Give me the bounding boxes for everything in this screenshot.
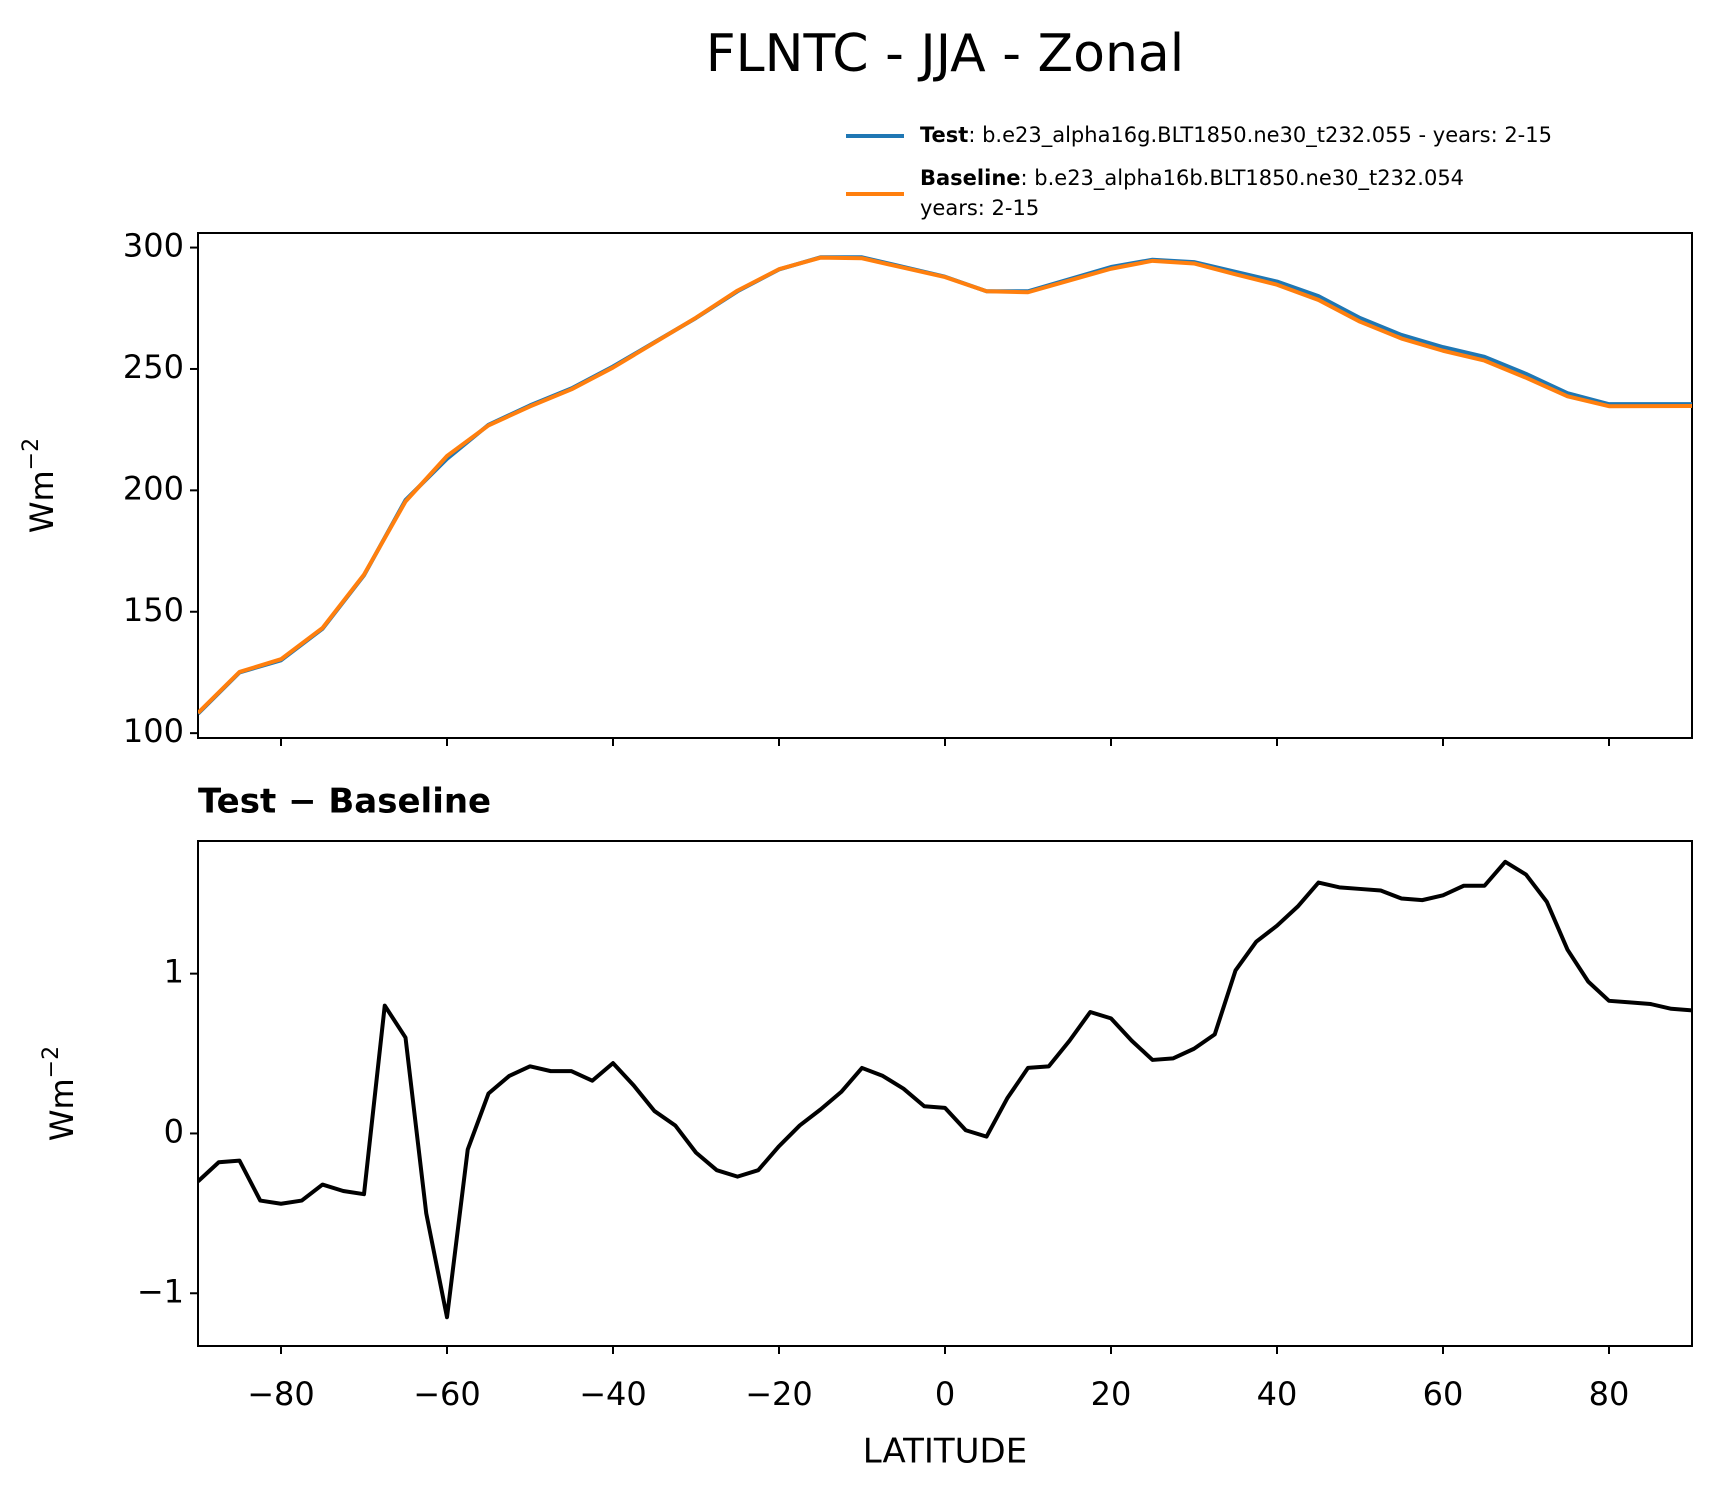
panel-title: Test − Baseline — [198, 782, 491, 822]
legend-label: Baseline: b.e23_alpha16b.BLT1850.ne30_t2… — [920, 166, 1464, 191]
y-axis-label-sup: −2 — [39, 1046, 64, 1078]
legend-label: Test: b.e23_alpha16g.BLT1850.ne30_t232.0… — [920, 123, 1552, 148]
y-tick-label: 1 — [164, 953, 184, 991]
legend-name: Baseline — [920, 166, 1021, 190]
y-axis-label-sup: −2 — [19, 438, 44, 470]
x-tick-label: 0 — [935, 1375, 955, 1413]
y-tick-label: 250 — [123, 348, 184, 386]
legend-name: Test — [920, 123, 968, 147]
x-tick-label: −20 — [745, 1375, 813, 1413]
data-line — [198, 255, 1692, 715]
y-tick-label: 150 — [123, 591, 184, 629]
x-tick-label: 80 — [1589, 1375, 1630, 1413]
legend-label: years: 2-15 — [920, 196, 1039, 220]
y-tick-label: 200 — [123, 469, 184, 507]
x-tick-label: 20 — [1091, 1375, 1132, 1413]
y-axis-label-base: Wm — [43, 1078, 81, 1141]
y-axis-label: Wm−2 — [19, 438, 61, 533]
y-axis-label-base: Wm — [23, 470, 61, 533]
y-tick-label: −1 — [137, 1272, 184, 1310]
x-tick-label: −40 — [579, 1375, 647, 1413]
x-axis-label: LATITUDE — [863, 1432, 1027, 1472]
legend-description: : b.e23_alpha16b.BLT1850.ne30_t232.054 — [1021, 166, 1465, 191]
x-tick-label: 40 — [1257, 1375, 1298, 1413]
x-tick-label: −60 — [413, 1375, 481, 1413]
data-line — [198, 859, 1692, 1320]
x-tick-label: −80 — [247, 1375, 315, 1413]
y-tick-label: 0 — [164, 1112, 184, 1150]
figure-title: FLNTC - JJA - Zonal — [706, 24, 1185, 84]
x-tick-label: 60 — [1423, 1375, 1464, 1413]
y-axis-label: Wm−2 — [39, 1046, 81, 1141]
legend-description: : b.e23_alpha16g.BLT1850.ne30_t232.055 -… — [968, 123, 1552, 148]
plot-frame — [197, 840, 1693, 1347]
y-tick-label: 300 — [123, 227, 184, 265]
legend-description: years: 2-15 — [920, 196, 1039, 220]
y-tick-label: 100 — [123, 712, 184, 750]
